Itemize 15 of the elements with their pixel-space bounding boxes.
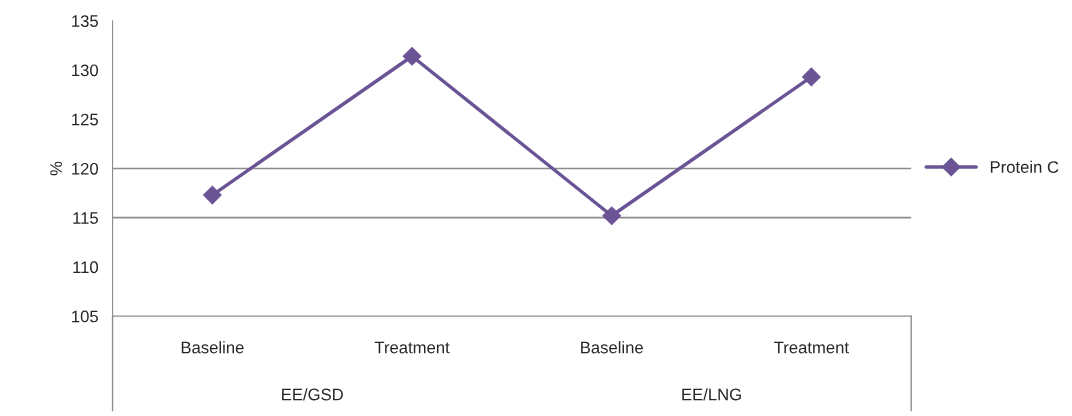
y-tick-label: 120: [72, 162, 99, 175]
y-tick-label: 105: [72, 310, 98, 323]
text: EE/GSD: [282, 388, 343, 401]
legend-label: Protein C: [990, 160, 1059, 173]
y-tick-label: 110: [73, 261, 99, 274]
x-tick-label: Treatment: [374, 341, 450, 354]
y-axis-title: %: [50, 161, 62, 176]
x-tick-label: Baseline: [181, 341, 244, 354]
y-tick-label: 135: [72, 15, 98, 27]
x-tick-label: Baseline: [581, 341, 643, 354]
y-tick-label: 130: [72, 64, 99, 77]
x-tick-label: Treatment: [774, 341, 849, 354]
y-tick-label: 125: [72, 113, 98, 126]
text: EE/LNG: [682, 388, 741, 401]
y-tick-label: 115: [73, 212, 98, 224]
